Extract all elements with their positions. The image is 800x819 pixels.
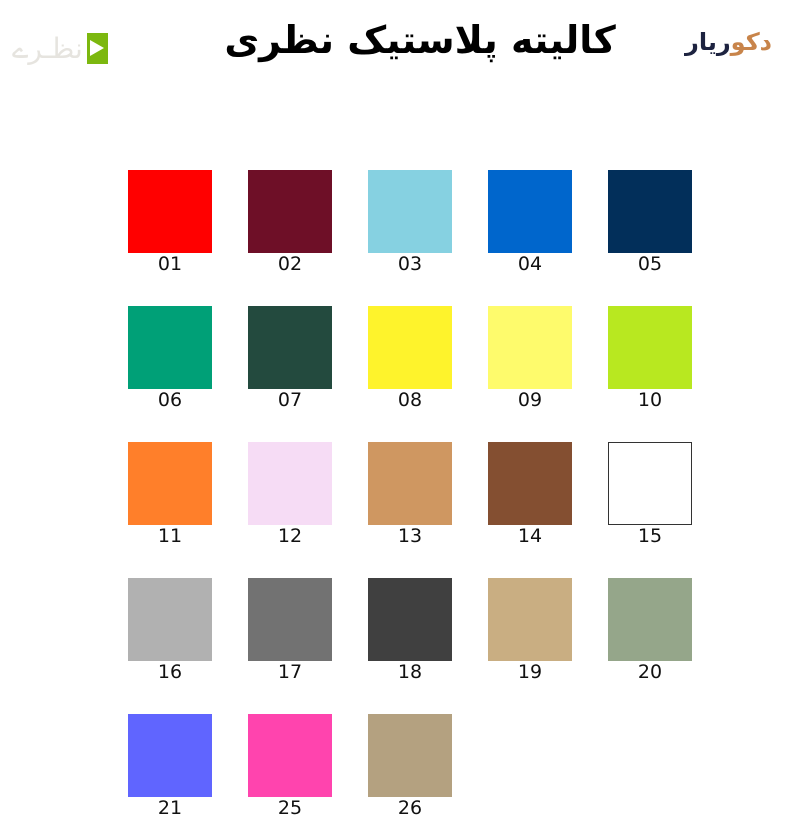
color-swatch-item: 07 — [248, 306, 332, 410]
color-swatch — [608, 170, 692, 253]
color-swatch-item: 25 — [248, 714, 332, 818]
color-swatch — [488, 442, 572, 525]
color-code-label: 02 — [277, 253, 303, 275]
color-code-label: 19 — [517, 661, 543, 683]
color-swatch — [488, 306, 572, 389]
color-swatch-item: 16 — [128, 578, 212, 682]
color-swatch-item: 19 — [488, 578, 572, 682]
color-code-label: 09 — [517, 389, 543, 411]
color-swatch — [488, 170, 572, 253]
color-code-label: 10 — [637, 389, 663, 411]
color-swatch — [368, 306, 452, 389]
color-swatch-item: 04 — [488, 170, 572, 274]
color-code-label: 13 — [397, 525, 423, 547]
logo-part-2: ریار — [685, 28, 731, 56]
color-palette-grid: 01 02 03 04 05 06 07 08 09 10 11 12 13 14 15 16 17 18 19 20… — [128, 170, 692, 818]
color-swatch — [248, 442, 332, 525]
color-code-label: 17 — [277, 661, 303, 683]
color-swatch-item: 17 — [248, 578, 332, 682]
color-swatch — [368, 714, 452, 797]
color-code-label: 03 — [397, 253, 423, 275]
color-swatch-item: 01 — [128, 170, 212, 274]
color-code-label: 12 — [277, 525, 303, 547]
color-swatch-item: 08 — [368, 306, 452, 410]
color-swatch-item: 20 — [608, 578, 692, 682]
color-code-label: 18 — [397, 661, 423, 683]
color-swatch-item: 10 — [608, 306, 692, 410]
color-code-label: 15 — [637, 525, 663, 547]
color-code-label: 05 — [637, 253, 663, 275]
nazari-logo-text: نظـرے — [12, 32, 83, 65]
color-code-label: 11 — [157, 525, 183, 547]
color-swatch-item: 12 — [248, 442, 332, 546]
color-swatch — [608, 442, 692, 525]
color-swatch — [248, 578, 332, 661]
color-swatch — [248, 306, 332, 389]
color-code-label: 16 — [157, 661, 183, 683]
color-swatch — [128, 714, 212, 797]
color-swatch — [248, 170, 332, 253]
color-swatch-item: 14 — [488, 442, 572, 546]
nazari-logo: نظـرے — [12, 32, 108, 65]
color-code-label: 01 — [157, 253, 183, 275]
color-swatch — [368, 578, 452, 661]
color-swatch-item: 06 — [128, 306, 212, 410]
color-swatch — [608, 306, 692, 389]
color-swatch-item: 11 — [128, 442, 212, 546]
color-code-label: 25 — [277, 797, 303, 819]
color-swatch — [128, 170, 212, 253]
color-code-label: 21 — [157, 797, 183, 819]
color-swatch-item: 21 — [128, 714, 212, 818]
color-code-label: 06 — [157, 389, 183, 411]
color-swatch-item: 05 — [608, 170, 692, 274]
color-swatch-item: 13 — [368, 442, 452, 546]
color-swatch — [128, 442, 212, 525]
color-swatch — [128, 578, 212, 661]
color-code-label: 26 — [397, 797, 423, 819]
color-code-label: 20 — [637, 661, 663, 683]
color-swatch-item: 26 — [368, 714, 452, 818]
color-swatch — [128, 306, 212, 389]
decoryar-logo: دکوریار — [685, 28, 772, 56]
color-swatch-item: 15 — [608, 442, 692, 546]
color-swatch — [368, 170, 452, 253]
color-code-label: 08 — [397, 389, 423, 411]
green-square-logo-icon — [86, 33, 108, 64]
color-swatch-item: 02 — [248, 170, 332, 274]
color-swatch-item: 03 — [368, 170, 452, 274]
color-swatch-item: 18 — [368, 578, 452, 682]
color-code-label: 14 — [517, 525, 543, 547]
color-swatch-item: 09 — [488, 306, 572, 410]
color-swatch — [368, 442, 452, 525]
color-code-label: 07 — [277, 389, 303, 411]
page-title: کالیته پلاستیک نظری — [224, 18, 616, 62]
color-swatch — [608, 578, 692, 661]
logo-part-1: دکو — [730, 28, 772, 56]
color-swatch — [488, 578, 572, 661]
color-code-label: 04 — [517, 253, 543, 275]
color-swatch — [248, 714, 332, 797]
